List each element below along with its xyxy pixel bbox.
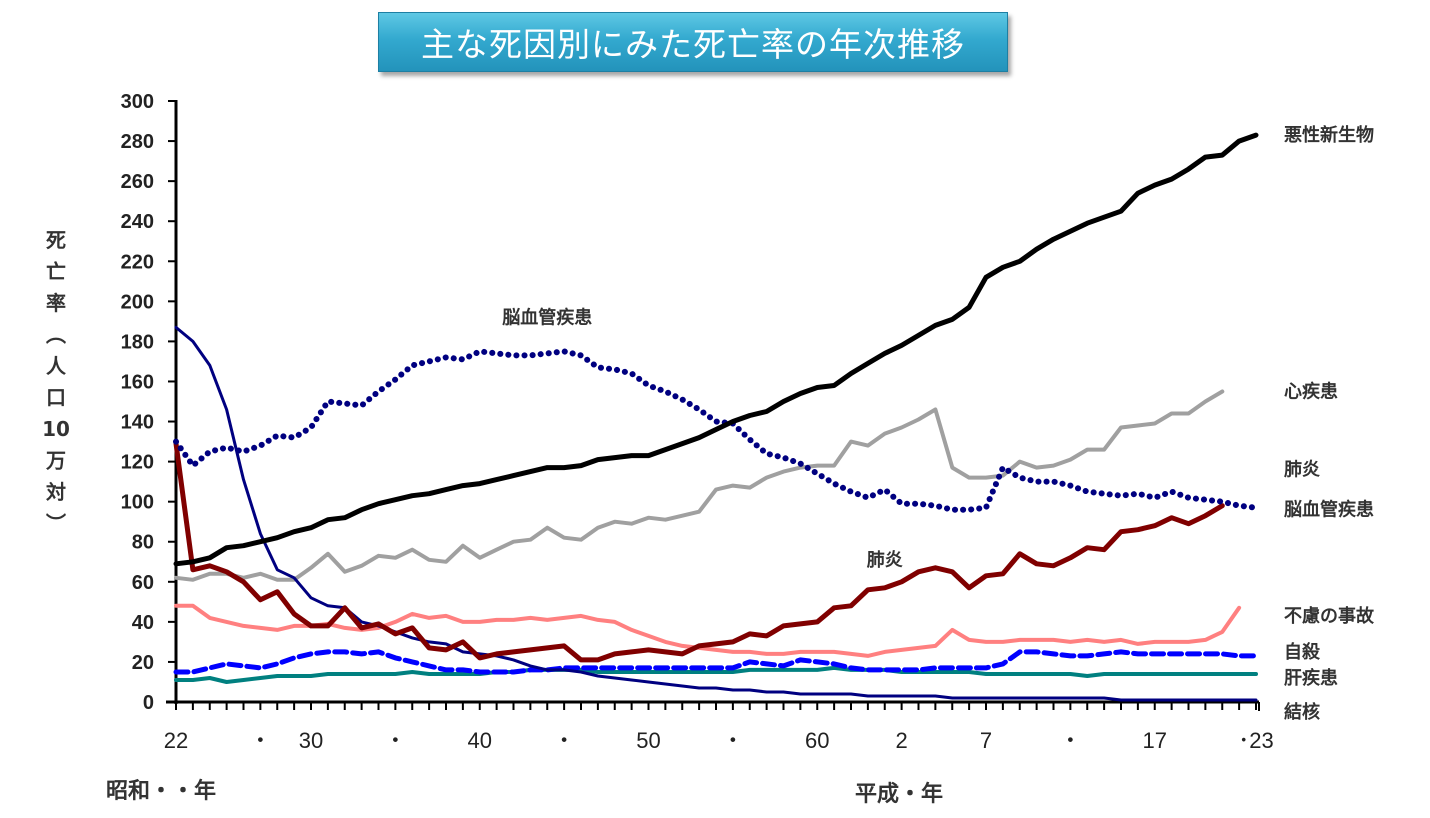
y-tick-label: 160 <box>121 371 154 393</box>
series-line-5 <box>173 649 1259 675</box>
y-tick-label: 300 <box>121 91 154 113</box>
y-tick-label: 280 <box>121 131 154 153</box>
y-tick-label: 220 <box>121 251 154 273</box>
series-label: 結核 <box>1284 701 1320 723</box>
series-label: 自殺 <box>1284 641 1321 663</box>
x-axis: 22 ・ 30 ・ 40 ・ 50 ・ 60 2 7 ・ 17 ･23 <box>164 700 1274 753</box>
x-tick-label: 60 <box>805 728 829 753</box>
x-tick-label: 17 <box>1143 728 1167 753</box>
series-label: 心疾患 <box>1284 380 1338 402</box>
x-tick-label: ・ <box>553 728 575 753</box>
y-tick-label: 240 <box>121 211 154 233</box>
y-axis-title-char: ︶ <box>46 512 66 536</box>
y-tick-label: 260 <box>121 171 154 193</box>
x-tick-label: ・ <box>249 728 271 753</box>
y-axis-title-char: 万 <box>45 449 66 473</box>
series-label: 悪性新生物 <box>1284 124 1374 146</box>
y-axis-title-char: ︵ <box>46 323 66 347</box>
series-label: 肺炎 <box>1284 460 1320 481</box>
series-line-3 <box>173 441 1225 663</box>
y-axis: 0 20 40 60 80 100 120 140 160 180 200 220 240 260 280 3… <box>121 91 178 714</box>
series-label: 肝疾患 <box>1284 667 1338 689</box>
y-axis-title-char: 対 <box>45 480 66 504</box>
series-line-2 <box>173 348 1259 513</box>
y-axis-title-char: 口 <box>46 386 66 410</box>
y-axis-title-char: 率 <box>46 291 66 315</box>
y-tick-label: 40 <box>132 612 154 634</box>
y-tick-label: 100 <box>121 492 154 514</box>
series-line-6 <box>174 665 1258 684</box>
x-tick-label: 50 <box>636 728 660 753</box>
y-tick-label: 140 <box>121 412 154 434</box>
y-tick-label: 200 <box>121 291 154 313</box>
y-tick-label: 0 <box>143 692 154 714</box>
y-tick-label: 120 <box>121 452 154 474</box>
x-tick-label: 30 <box>299 728 323 753</box>
annotation-label: 肺炎 <box>867 550 903 571</box>
x-tick-label: ・ <box>1059 728 1081 753</box>
y-axis-title-char: 10 <box>42 417 70 441</box>
chart-title: 主な死因別にみた死亡率の年次推移 <box>378 12 1008 72</box>
y-axis-title: 死亡率 ︵ 人口 10 万対 ︶ <box>42 228 70 536</box>
x-tick-label: 22 <box>164 728 188 753</box>
y-axis-title-char: 死 <box>46 228 66 252</box>
annotation-label: 脳血管疾患 <box>502 306 592 328</box>
y-axis-title-char: 人 <box>46 354 67 378</box>
y-tick-label: 60 <box>132 572 154 594</box>
x-tick-label: ・ <box>384 728 406 753</box>
x-tick-label: 40 <box>468 728 492 753</box>
x-tick-label: ・ <box>722 728 744 753</box>
x-tick-label: 7 <box>980 728 992 753</box>
y-axis-title-char: 亡 <box>46 260 66 284</box>
x-axis-label-showa: 昭和・・年 <box>106 778 216 804</box>
series-line-0 <box>173 132 1259 567</box>
y-tick-label: 20 <box>132 652 154 674</box>
y-tick-label: 180 <box>121 331 154 353</box>
series-line-1 <box>174 389 1225 582</box>
series-label: 脳血管疾患 <box>1284 499 1374 521</box>
series-line-7 <box>174 325 1258 702</box>
y-tick-label: 80 <box>132 532 154 554</box>
x-axis-label-heisei: 平成・年 <box>855 781 943 807</box>
series-line-4 <box>174 603 1242 658</box>
x-tick-label: 2 <box>896 728 908 753</box>
series-label: 不慮の事故 <box>1284 605 1375 627</box>
series-layer <box>173 132 1259 702</box>
x-tick-label: ･23 <box>1238 728 1273 753</box>
